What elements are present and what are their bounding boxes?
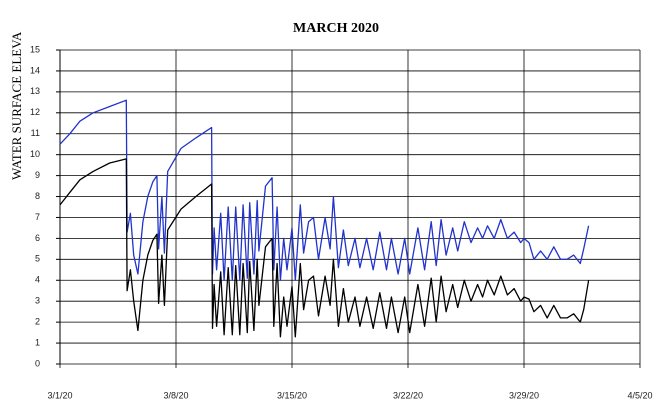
y-tick-label: 11 [31, 128, 40, 138]
y-tick-label: 8 [35, 191, 40, 201]
y-tick-label: 6 [35, 233, 40, 243]
y-tick-label: 10 [30, 149, 40, 159]
series-line [59, 99, 590, 281]
y-tick-label: 9 [35, 170, 40, 180]
y-tick-label: 5 [35, 254, 40, 264]
x-tick-label: 3/1/20 [47, 390, 72, 400]
y-tick-label: 15 [30, 44, 40, 54]
y-tick-label: 0 [35, 358, 40, 368]
x-tick-label: 3/15/20 [277, 390, 307, 400]
x-tick-label: 3/29/20 [509, 390, 539, 400]
chart-title: MARCH 2020 [293, 21, 379, 36]
plot-lines [59, 99, 590, 338]
x-tick-label: 4/5/20 [627, 390, 652, 400]
y-tick-label: 13 [30, 86, 40, 96]
y-tick-label: 3 [35, 296, 40, 306]
y-tick-label: 1 [35, 337, 40, 347]
y-tick-label: 12 [30, 107, 40, 117]
x-tick-label: 3/22/20 [393, 390, 423, 400]
series-line [59, 158, 590, 338]
y-tick-label: 7 [35, 212, 40, 222]
y-tick-label: 14 [30, 65, 40, 75]
y-tick-label: 2 [35, 317, 40, 327]
x-tick-label: 3/8/20 [163, 390, 188, 400]
y-tick-label: 4 [35, 275, 40, 285]
y-axis-label: WATER SURFACE ELEVA [9, 31, 24, 180]
